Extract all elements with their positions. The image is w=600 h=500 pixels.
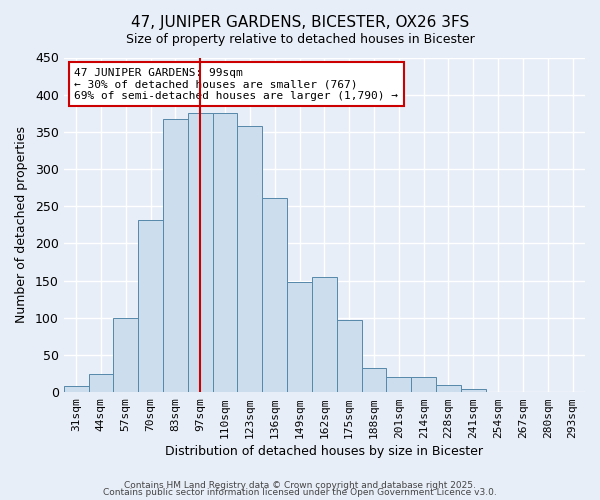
Text: Contains public sector information licensed under the Open Government Licence v3: Contains public sector information licen…: [103, 488, 497, 497]
Bar: [312, 277, 337, 392]
Bar: [64, 386, 89, 392]
Bar: [287, 282, 312, 392]
Bar: [163, 119, 188, 392]
Bar: [461, 389, 486, 392]
X-axis label: Distribution of detached houses by size in Bicester: Distribution of detached houses by size …: [166, 444, 484, 458]
Text: 47, JUNIPER GARDENS, BICESTER, OX26 3FS: 47, JUNIPER GARDENS, BICESTER, OX26 3FS: [131, 15, 469, 30]
Bar: [188, 114, 212, 392]
Text: Size of property relative to detached houses in Bicester: Size of property relative to detached ho…: [125, 32, 475, 46]
Bar: [138, 220, 163, 392]
Bar: [337, 320, 362, 392]
Bar: [436, 385, 461, 392]
Text: Contains HM Land Registry data © Crown copyright and database right 2025.: Contains HM Land Registry data © Crown c…: [124, 480, 476, 490]
Bar: [113, 318, 138, 392]
Bar: [386, 378, 411, 392]
Bar: [362, 368, 386, 392]
Bar: [238, 126, 262, 392]
Bar: [411, 376, 436, 392]
Y-axis label: Number of detached properties: Number of detached properties: [15, 126, 28, 324]
Text: 47 JUNIPER GARDENS: 99sqm
← 30% of detached houses are smaller (767)
69% of semi: 47 JUNIPER GARDENS: 99sqm ← 30% of detac…: [74, 68, 398, 100]
Bar: [89, 374, 113, 392]
Bar: [262, 198, 287, 392]
Bar: [212, 114, 238, 392]
